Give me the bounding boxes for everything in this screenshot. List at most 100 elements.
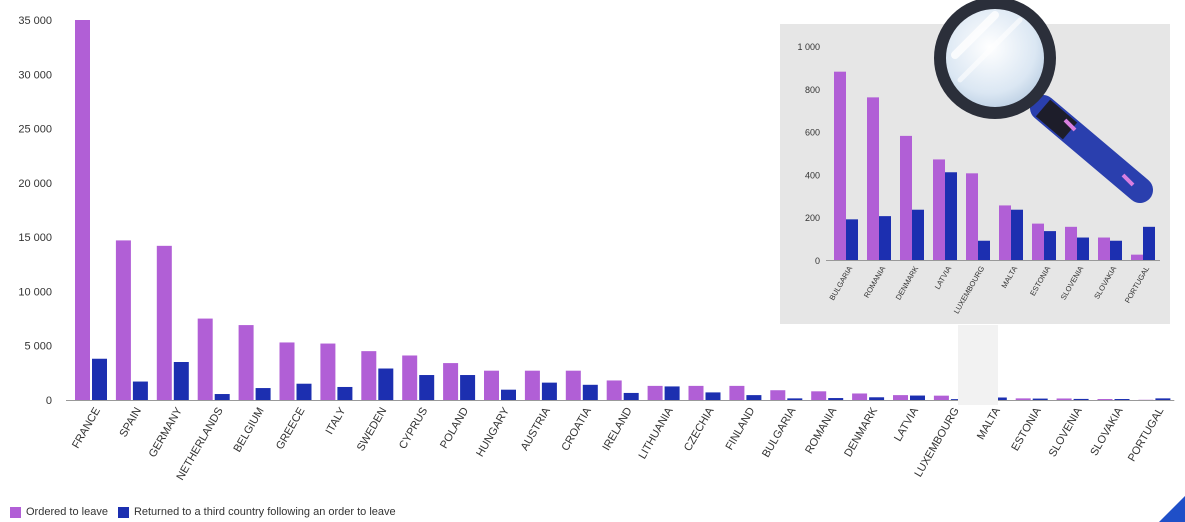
- x-category-label: ITALY: [324, 405, 349, 437]
- x-category-label: MALTA: [999, 265, 1019, 290]
- bar-returned: [1011, 209, 1023, 260]
- bar-ordered-to-leave: [197, 318, 213, 400]
- x-category-label: POLAND: [438, 405, 471, 450]
- x-category-label: ESTONIA: [1009, 405, 1044, 453]
- bar-returned: [912, 209, 924, 260]
- bar-returned: [541, 382, 557, 400]
- x-category-label: LUXEMBOURG: [912, 406, 962, 480]
- x-category-label: MALTA: [975, 405, 1003, 442]
- y-tick-label: 35 000: [18, 15, 52, 27]
- bar-ordered-to-leave: [484, 370, 499, 400]
- bar-ordered-to-leave: [893, 395, 908, 400]
- x-category-label: ROMANIA: [803, 405, 839, 456]
- x-category-label: IRELAND: [601, 405, 635, 452]
- bar-returned: [132, 381, 148, 400]
- bar-ordered-to-leave: [647, 385, 663, 400]
- bar-returned: [846, 219, 858, 260]
- y-tick-label: 600: [805, 128, 820, 138]
- x-category-label: DENMARK: [894, 265, 921, 302]
- bar-returned: [582, 384, 598, 400]
- bar-returned: [1143, 226, 1155, 260]
- bar-returned: [1073, 398, 1089, 400]
- bar-ordered-to-leave: [565, 370, 581, 400]
- bar-returned: [910, 395, 925, 400]
- bar-returned: [1110, 240, 1122, 260]
- bar-ordered-to-leave: [852, 393, 868, 400]
- bar-returned: [255, 388, 271, 400]
- magnifying-glass-icon: [934, 0, 1153, 203]
- bar-ordered-to-leave: [1097, 399, 1113, 400]
- bar-ordered-to-leave: [238, 325, 254, 400]
- inset-bar-chart: 1 000 800 600 400 200 0 BULGARIA ROMANIA DENMARK…: [797, 42, 1160, 315]
- x-category-label: SLOVAKIA: [1092, 265, 1118, 301]
- bar-returned: [1114, 399, 1130, 400]
- x-category-label: DENMARK: [842, 405, 880, 459]
- y-tick-label: 1 000: [797, 42, 820, 52]
- bar-returned: [1032, 398, 1048, 400]
- legend-swatch-ordered: [10, 506, 21, 518]
- inset-connector-shade: [958, 325, 998, 405]
- legend-label-ordered: Ordered to leave: [26, 506, 108, 518]
- bar-returned: [460, 375, 476, 400]
- x-category-label: PORTUGAL: [1126, 406, 1167, 464]
- x-category-label: LITHUANIA: [637, 405, 676, 461]
- bar-ordered-to-leave: [729, 385, 745, 400]
- x-category-label: NETHERLANDS: [174, 406, 225, 483]
- y-tick-label: 400: [805, 170, 820, 180]
- bar-ordered-to-leave: [867, 97, 879, 260]
- bar-returned: [746, 395, 762, 400]
- bar-ordered-to-leave: [606, 380, 622, 400]
- bar-ordered-to-leave: [279, 342, 295, 400]
- x-category-label: CYPRUS: [397, 406, 430, 452]
- bar-ordered-to-leave: [1065, 226, 1077, 260]
- y-tick-label: 0: [815, 256, 820, 266]
- bar-returned: [1077, 237, 1089, 260]
- x-category-label: LATVIA: [892, 405, 921, 444]
- x-category-label: BELGIUM: [231, 406, 266, 455]
- bar-returned: [945, 172, 957, 260]
- bar-returned: [501, 389, 516, 400]
- y-tick-label: 10 000: [18, 286, 52, 298]
- bar-ordered-to-leave: [1056, 398, 1072, 400]
- bar-ordered-to-leave: [524, 370, 540, 400]
- bar-returned: [1044, 231, 1056, 260]
- legend-item-returned: Returned to a third country following an…: [117, 506, 396, 518]
- main-bar-chart: 35 000 30 000 25 000 20 000 15 000 10 000 5 00…: [18, 15, 1175, 483]
- x-category-label: SLOVENIA: [1059, 265, 1086, 302]
- x-category-label: GREECE: [274, 406, 308, 452]
- bar-ordered-to-leave: [1032, 223, 1044, 260]
- x-category-label: SWEDEN: [355, 405, 390, 453]
- legend-label-returned: Returned to a third country following an…: [133, 506, 396, 518]
- bar-returned: [378, 368, 394, 400]
- legend-swatch-returned: [117, 506, 129, 518]
- bar-ordered-to-leave: [933, 159, 945, 260]
- x-category-label: AUSTRIA: [519, 405, 554, 453]
- bar-returned: [214, 394, 230, 400]
- bar-ordered-to-leave: [1131, 254, 1143, 260]
- bar-returned: [92, 358, 107, 400]
- x-category-label: CROATIA: [559, 405, 594, 453]
- bar-ordered-to-leave: [933, 395, 949, 400]
- bar-ordered-to-leave: [115, 240, 131, 400]
- bar-returned: [869, 397, 885, 400]
- y-tick-label: 200: [805, 213, 820, 223]
- bar-ordered-to-leave: [75, 20, 90, 400]
- bar-returned: [664, 386, 680, 400]
- bar-ordered-to-leave: [811, 391, 827, 400]
- bar-ordered-to-leave: [999, 205, 1011, 260]
- bar-ordered-to-leave: [402, 355, 418, 400]
- chart-legend: Ordered to leave Returned to a third cou…: [10, 506, 406, 518]
- bar-returned: [337, 386, 353, 400]
- x-category-label: SLOVENIA: [1047, 405, 1085, 459]
- legend-item-ordered: Ordered to leave: [10, 506, 108, 518]
- y-tick-label: 20 000: [18, 178, 52, 190]
- bar-ordered-to-leave: [688, 385, 704, 400]
- x-category-label: ESTONIA: [1028, 265, 1052, 298]
- x-category-label: HUNGARY: [474, 405, 512, 459]
- y-tick-label: 25 000: [18, 124, 52, 136]
- bar-returned: [787, 398, 803, 400]
- bar-returned: [991, 397, 1007, 400]
- bar-returned: [1155, 398, 1171, 400]
- bar-returned: [879, 216, 891, 260]
- bar-returned: [173, 362, 189, 400]
